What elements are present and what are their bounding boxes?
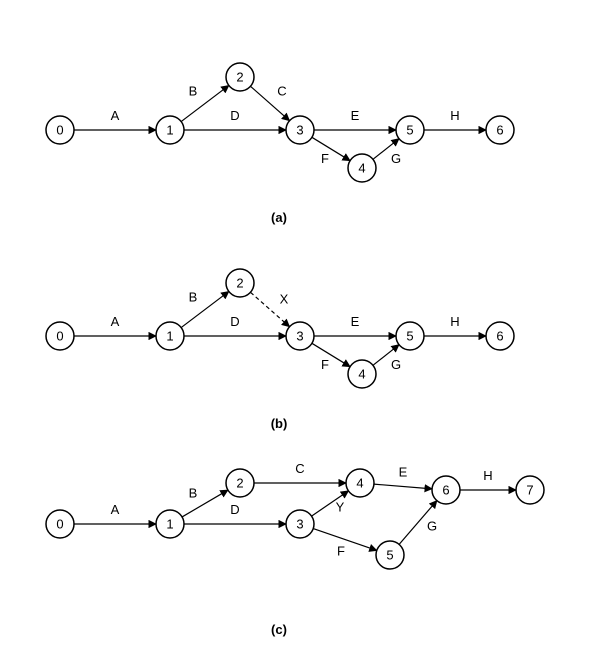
node-a-4: 4 [348,154,376,182]
edge-label-E: E [399,465,408,480]
node-label: 6 [496,123,503,138]
node-label: 0 [56,123,63,138]
edge-label-B: B [189,290,198,305]
edge-label-F: F [321,357,329,372]
edge-4-6 [374,484,432,489]
edge-label-C: C [295,461,304,476]
node-b-3: 3 [286,322,314,350]
node-b-4: 4 [348,360,376,388]
node-a-6: 6 [486,116,514,144]
edge-label-B: B [189,84,198,99]
node-label: 6 [496,329,503,344]
node-b-5: 5 [396,322,424,350]
edge-label-D: D [230,314,239,329]
node-c-3: 3 [286,510,314,538]
node-label: 4 [358,161,365,176]
node-label: 3 [296,329,303,344]
edge-label-X: X [280,292,289,307]
caption-b: (b) [271,416,288,431]
node-label: 5 [386,548,393,563]
node-label: 4 [358,367,365,382]
node-label: 1 [166,329,173,344]
node-label: 5 [406,123,413,138]
node-label: 0 [56,329,63,344]
edge-label-E: E [351,108,360,123]
node-label: 2 [236,276,243,291]
edge-3-4 [312,137,350,160]
node-b-1: 1 [156,322,184,350]
edges-a: A B C D E F G H [74,84,486,167]
node-label: 4 [356,476,363,491]
node-label: 3 [296,123,303,138]
node-label: 6 [442,483,449,498]
node-a-1: 1 [156,116,184,144]
node-c-6: 6 [432,476,460,504]
caption-c: (c) [271,622,287,637]
node-c-7: 7 [516,476,544,504]
edge-3-5 [313,529,377,551]
network-svg: A B C D E F G H 0 1 2 3 4 5 6 (a) A B X D E F G H 0 1 2 3 4 5 6 (b) A B D C… [0,0,591,653]
node-a-5: 5 [396,116,424,144]
edge-label-A: A [111,108,120,123]
node-label: 5 [406,329,413,344]
node-label: 2 [236,70,243,85]
edge-label-G: G [427,519,437,534]
edge-label-D: D [230,108,239,123]
edge-label-H: H [450,314,459,329]
nodes-c: 0 1 2 3 4 5 6 7 [46,469,544,569]
node-c-4: 4 [346,469,374,497]
node-a-2: 2 [226,63,254,91]
edge-label-E: E [351,314,360,329]
edge-label-H: H [483,468,492,483]
edge-3-4 [312,343,350,366]
edges-b: A B X D E F G H [74,290,486,373]
node-label: 1 [166,123,173,138]
caption-a: (a) [271,210,287,225]
node-label: 3 [296,517,303,532]
graph-c: A B D C Y F E G H 0 1 2 3 4 5 6 7 (c) [46,461,544,637]
edge-label-F: F [321,151,329,166]
edge-label-H: H [450,108,459,123]
edge-label-D: D [230,502,239,517]
node-label: 2 [236,476,243,491]
node-b-2: 2 [226,269,254,297]
edge-label-A: A [111,502,120,517]
node-b-0: 0 [46,322,74,350]
node-b-6: 6 [486,322,514,350]
node-a-3: 3 [286,116,314,144]
edge-label-G: G [391,357,401,372]
graph-b: A B X D E F G H 0 1 2 3 4 5 6 (b) [46,269,514,431]
edge-label-G: G [391,151,401,166]
node-label: 1 [166,517,173,532]
edge-label-B: B [189,486,198,501]
node-c-0: 0 [46,510,74,538]
node-label: 0 [56,517,63,532]
edges-c: A B D C Y F E G H [74,461,516,559]
node-c-1: 1 [156,510,184,538]
edge-label-Y: Y [336,500,345,515]
node-c-2: 2 [226,469,254,497]
node-a-0: 0 [46,116,74,144]
edge-label-C: C [277,84,286,99]
graph-a: A B C D E F G H 0 1 2 3 4 5 6 (a) [46,63,514,225]
edge-label-F: F [337,544,345,559]
node-label: 7 [526,483,533,498]
node-c-5: 5 [376,541,404,569]
diagram-canvas: A B C D E F G H 0 1 2 3 4 5 6 (a) A B X D E F G H 0 1 2 3 4 5 6 (b) A B D C… [0,0,591,653]
edge-label-A: A [111,314,120,329]
